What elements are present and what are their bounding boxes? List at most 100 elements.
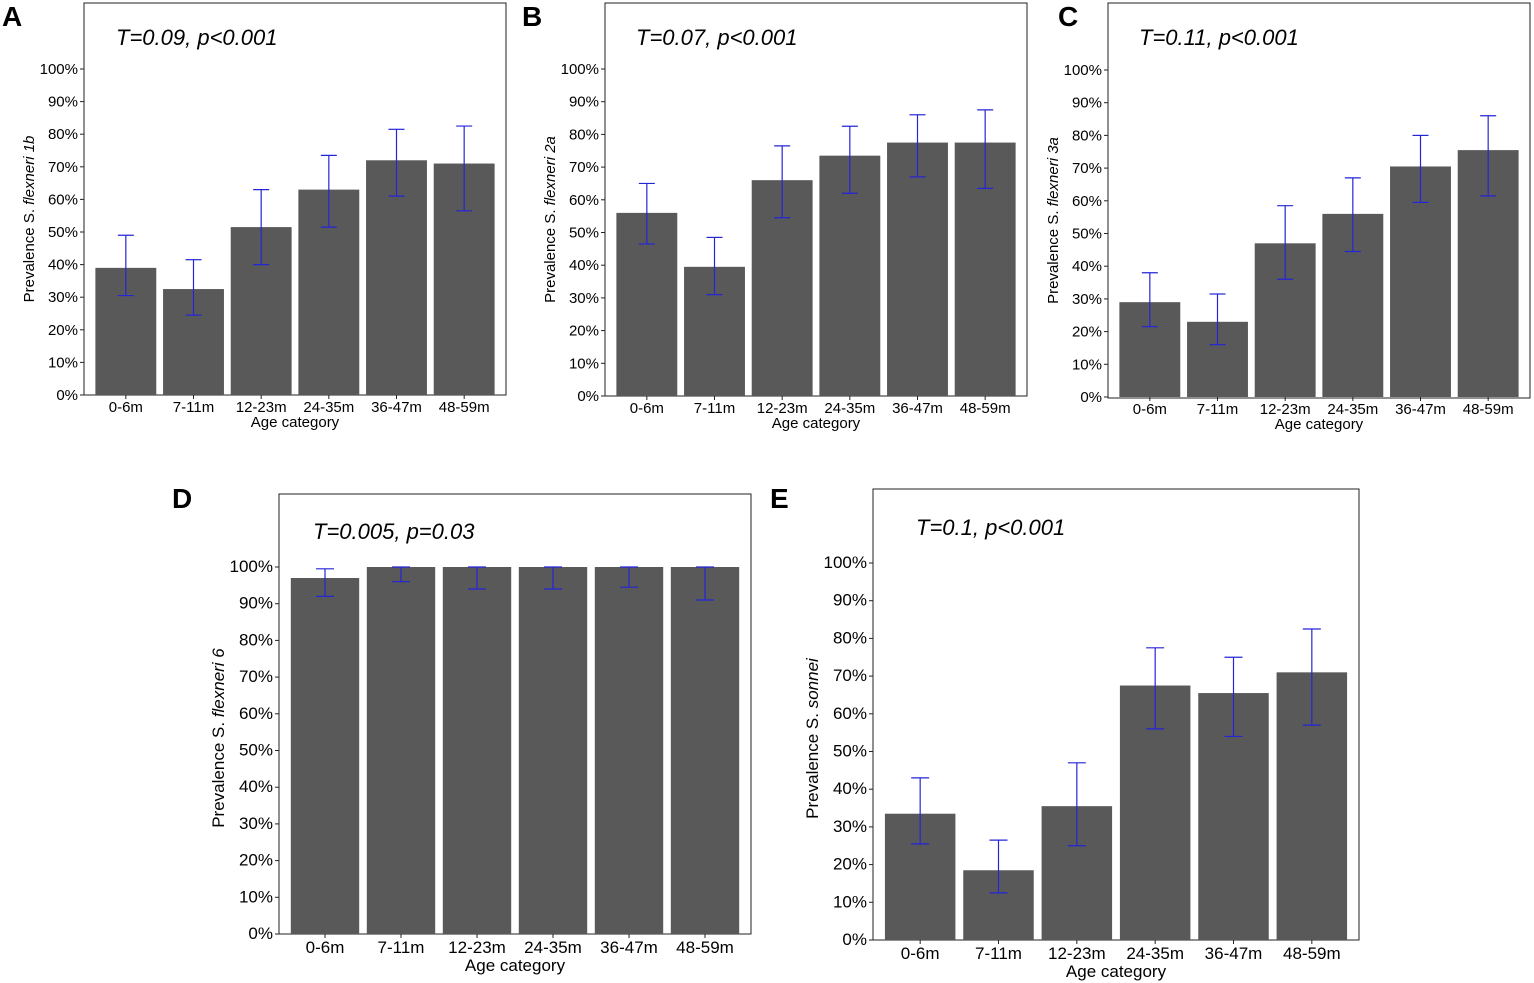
y-tick-label: 60% [239, 704, 273, 723]
x-tick-label: 0-6m [630, 400, 664, 417]
x-axis-label: Age category [1066, 962, 1167, 981]
stat-annotation: T=0.07, p<0.001 [636, 25, 797, 50]
x-tick-label: 24-35m [824, 400, 875, 417]
x-axis-label: Age category [251, 414, 340, 431]
x-tick-label: 24-35m [1327, 401, 1378, 418]
y-tick-label: 40% [833, 779, 867, 798]
y-tick-label: 90% [239, 594, 273, 613]
y-tick-label: 30% [48, 289, 78, 306]
error-bar-24-35m [1344, 177, 1361, 253]
panel-a: A T=0.09, p<0.001 0% 10% 20% 30% 40% 50% 60% 70% 8… [2, 1, 507, 431]
y-axis-label-prefix: Prevalence S. [1045, 206, 1062, 304]
y-tick-label: 80% [1072, 127, 1102, 144]
error-bar-12-23m [468, 566, 486, 590]
bar-36-47m [366, 160, 427, 395]
y-axis-label: Prevalence S. flexneri 3a [1045, 137, 1062, 304]
y-tick-label: 100% [1064, 62, 1102, 79]
x-tick-label: 12-23m [1260, 401, 1311, 418]
error-bar-48-59m [977, 109, 994, 189]
error-bar-36-47m [620, 566, 638, 588]
y-tick-label: 30% [239, 814, 273, 833]
y-axis-label-prefix: Prevalence S. [21, 205, 38, 303]
y-tick-label: 20% [48, 322, 78, 339]
error-bar-48-59m [456, 125, 473, 212]
y-tick-label: 50% [239, 741, 273, 760]
error-bar-36-47m [909, 114, 926, 178]
y-tick-label: 40% [48, 257, 78, 274]
error-bar-24-35m [320, 154, 337, 228]
y-tick-label: 90% [1072, 95, 1102, 112]
y-tick-label: 30% [569, 290, 599, 307]
bar-0-6m [290, 578, 360, 934]
panel-letter: A [2, 1, 22, 32]
y-tick-label: 0% [248, 924, 273, 943]
y-tick-label: 0% [1080, 389, 1102, 406]
y-tick-label: 40% [569, 257, 599, 274]
y-tick-label: 50% [569, 225, 599, 242]
x-tick-label: 36-47m [371, 399, 422, 416]
x-tick-label: 7-11m [1197, 401, 1238, 418]
error-bar-48-59m [1302, 628, 1321, 726]
y-tick-label: 100% [824, 553, 867, 572]
y-tick-label: 10% [569, 355, 599, 372]
y-axis-label-prefix: Prevalence S. [803, 708, 822, 819]
x-tick-label: 48-59m [1283, 944, 1341, 963]
panel-b: B T=0.07, p<0.001 0% 10% 20% 30% 40% 50% 60% 70% 8… [522, 1, 1028, 432]
x-tick-label: 36-47m [1395, 401, 1446, 418]
x-tick-label: 0-6m [109, 399, 143, 416]
y-axis-label-species: sonnei [803, 657, 822, 708]
x-tick-label: 0-6m [1133, 401, 1167, 418]
error-bar-0-6m [1141, 272, 1158, 328]
x-tick-label: 48-59m [676, 938, 734, 957]
x-tick-label: 24-35m [524, 938, 582, 957]
error-bar-7-11m [989, 839, 1008, 894]
y-tick-label: 30% [1072, 291, 1102, 308]
y-axis-label-prefix: Prevalence S. [209, 717, 228, 828]
panel-letter: E [770, 483, 789, 514]
y-tick-label: 70% [1072, 160, 1102, 177]
y-tick-label: 0% [577, 388, 599, 405]
x-tick-label: 12-23m [236, 399, 287, 416]
x-tick-label: 36-47m [892, 400, 943, 417]
y-tick-label: 80% [569, 126, 599, 143]
error-bar-12-23m [1067, 762, 1086, 847]
x-tick-label: 12-23m [1048, 944, 1106, 963]
error-bar-36-47m [388, 128, 405, 197]
error-bar-36-47m [1224, 656, 1243, 738]
axes-frame [872, 488, 1360, 941]
bar-24-35m [518, 567, 588, 934]
error-bar-0-6m [316, 568, 334, 597]
x-tick-label: 7-11m [378, 938, 425, 957]
y-tick-label: 40% [239, 777, 273, 796]
y-axis-label-species: flexneri 6 [209, 648, 228, 718]
y-axis-label-prefix: Prevalence S. [542, 205, 559, 303]
error-bar-0-6m [911, 777, 930, 845]
y-tick-label: 70% [569, 159, 599, 176]
y-tick-label: 10% [239, 887, 273, 906]
error-bar-7-11m [706, 236, 723, 296]
y-tick-label: 0% [842, 930, 867, 949]
error-bar-48-59m [696, 566, 714, 601]
bar-36-47m [1390, 166, 1451, 397]
panel-letter: D [172, 483, 192, 514]
y-tick-label: 70% [48, 159, 78, 176]
panel-d: D T=0.005, p=0.03 0% 10% 20% 30% 40% 50% 60% 70% 8… [172, 483, 752, 975]
y-tick-label: 90% [833, 591, 867, 610]
panel-e: E T=0.1, p<0.001 0% 10% 20% 30% 40% 50% 60% 70% 80… [770, 483, 1360, 981]
x-tick-label: 12-23m [448, 938, 506, 957]
y-tick-label: 10% [48, 354, 78, 371]
x-tick-label: 7-11m [694, 400, 735, 417]
x-tick-label: 48-59m [1463, 401, 1514, 418]
x-axis-label: Age category [465, 956, 566, 975]
x-axis-label: Age category [1275, 416, 1364, 433]
error-bar-7-11m [185, 259, 202, 316]
x-tick-label: 48-59m [439, 399, 490, 416]
y-tick-label: 60% [1072, 193, 1102, 210]
error-bar-36-47m [1412, 134, 1429, 204]
error-bar-0-6m [117, 234, 134, 297]
y-tick-label: 50% [48, 224, 78, 241]
bar-48-59m [670, 567, 740, 934]
stat-annotation: T=0.1, p<0.001 [916, 515, 1065, 540]
y-tick-label: 100% [230, 557, 273, 576]
